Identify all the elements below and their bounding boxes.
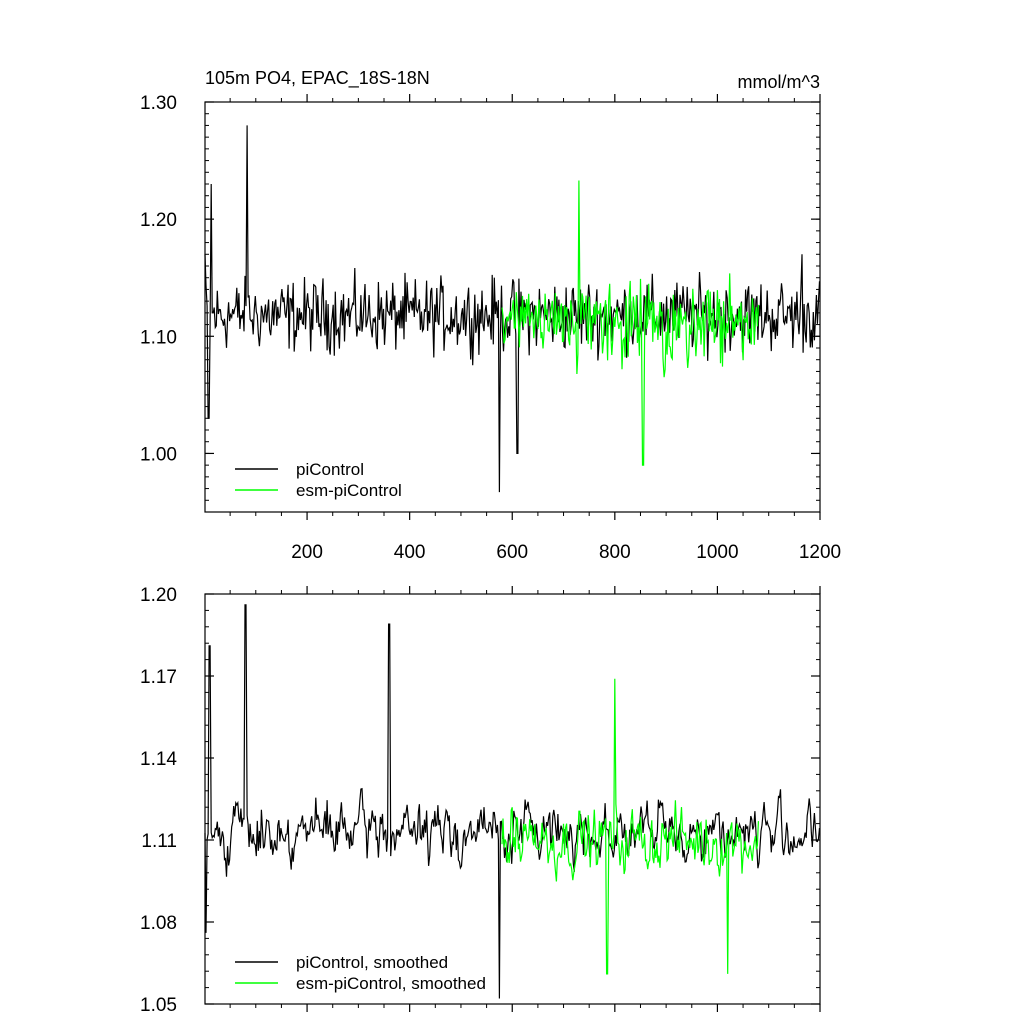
chart-bottom: 1.05 1.08 1.11 1.14 1.17 1.20 piControl, smoo…: [140, 585, 821, 1016]
y-tick-label: 1.00: [140, 444, 177, 465]
series-line-picontrol-smoothed: [204, 604, 821, 999]
series-group-top: [204, 125, 821, 493]
x-tick-label: 1000: [696, 542, 738, 563]
series-line-esm-picontrol-smoothed: [501, 678, 759, 975]
axis-ticks-top: 200 400 600 800 1000 1200 1.00 1.10 1.20 1.30: [140, 93, 841, 563]
series-line-picontrol: [204, 125, 821, 493]
legend-label-picontrol: piControl: [296, 460, 364, 479]
series-group-bottom: [204, 604, 821, 999]
legend-top: piControl esm-piControl: [235, 460, 402, 500]
series-line-esm-picontrol: [501, 180, 759, 466]
chart-top: 105m PO4, EPAC_18S-18N mmol/m^3 200 400 60…: [140, 68, 841, 563]
y-tick-label: 1.10: [140, 327, 177, 348]
x-tick-label: 400: [394, 542, 426, 563]
chart-title: 105m PO4, EPAC_18S-18N: [205, 68, 430, 89]
axis-ticks-bottom: 1.05 1.08 1.11 1.14 1.17 1.20: [140, 585, 821, 1016]
legend-bottom: piControl, smoothed esm-piControl, smoot…: [235, 953, 486, 993]
x-tick-label: 800: [599, 542, 631, 563]
legend-label-esm-picontrol-smoothed: esm-piControl, smoothed: [296, 974, 486, 993]
y-tick-label: 1.14: [140, 749, 177, 770]
y-tick-label: 1.17: [140, 667, 177, 688]
y-tick-label: 1.05: [140, 995, 177, 1016]
y-tick-label: 1.30: [140, 93, 177, 114]
x-tick-label: 1200: [799, 542, 841, 563]
y-tick-label: 1.20: [140, 585, 177, 606]
x-tick-label: 200: [291, 542, 323, 563]
units-label: mmol/m^3: [738, 72, 820, 92]
legend-label-picontrol-smoothed: piControl, smoothed: [296, 953, 448, 972]
y-tick-label: 1.08: [140, 913, 177, 934]
x-tick-label: 600: [496, 542, 528, 563]
y-tick-label: 1.11: [141, 831, 177, 852]
legend-label-esm-picontrol: esm-piControl: [296, 481, 402, 500]
y-tick-label: 1.20: [140, 210, 177, 231]
